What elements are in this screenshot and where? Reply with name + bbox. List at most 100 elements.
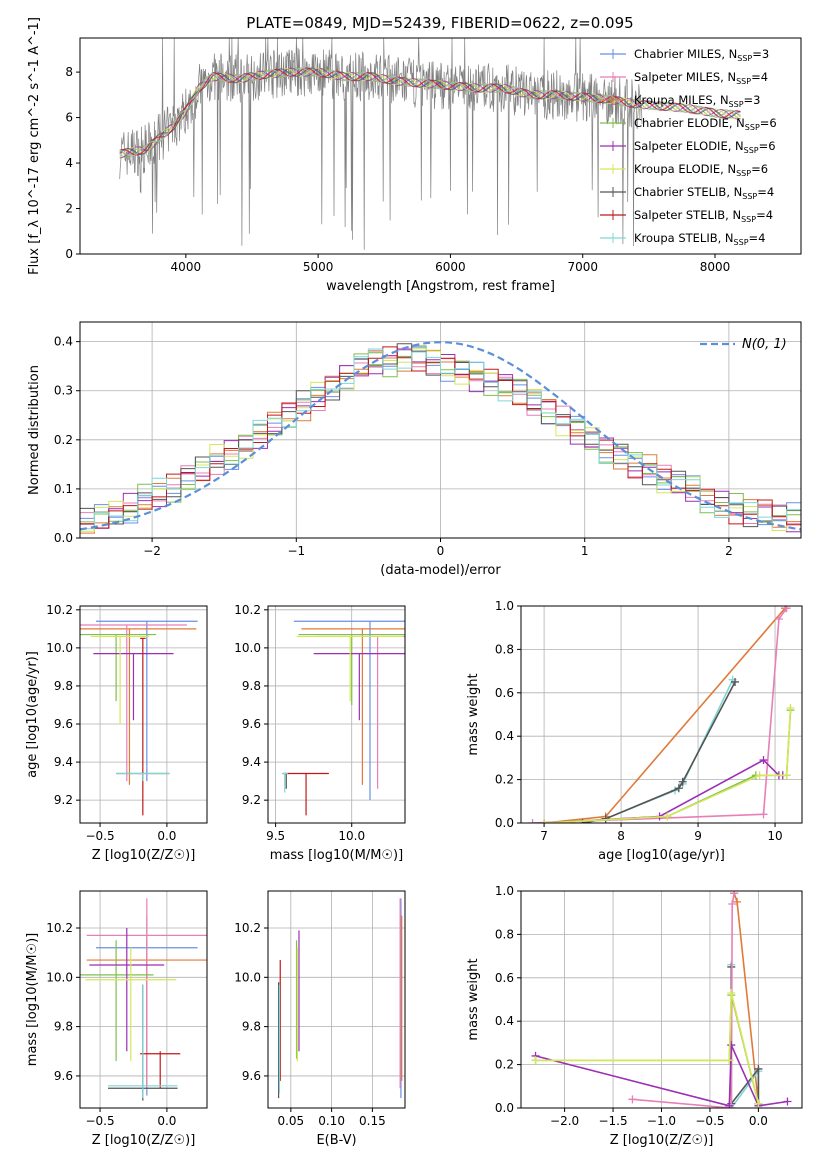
mass-weight-vs-age-ytick-label: 1.0 [495, 599, 514, 613]
spectrum-ytick-label: 2 [65, 202, 73, 216]
residual-legend-label: N(0, 1) [742, 337, 787, 352]
series-marker [754, 1064, 763, 1073]
series-marker [733, 897, 742, 906]
spectrum-ytick-label: 8 [65, 65, 73, 79]
residuals-xtick-label: 1 [581, 544, 589, 558]
data-point [96, 620, 198, 782]
residuals-panel: −2 −1 0 1 2 0.0 0.1 0.2 0.3 0.4 (data-model)/error… [27, 321, 802, 578]
series-line [733, 892, 760, 1104]
mass-vs-z-ytick-label: 9.8 [54, 1020, 73, 1034]
gaussian-reference-curve [80, 341, 801, 531]
series-line [632, 893, 735, 1108]
model-spectrum-line [119, 67, 741, 156]
data-point [80, 628, 197, 785]
mass-weight-vs-age-xtick-label: 8 [617, 829, 625, 843]
series-marker [727, 1041, 736, 1050]
series-marker [628, 1095, 637, 1104]
spectrum-xtick-label: 6000 [435, 260, 466, 274]
residuals-ytick-label: 0.2 [54, 433, 73, 447]
residuals-xtick-label: 0 [437, 544, 445, 558]
series-marker [755, 771, 764, 780]
spectrum-xlabel: wavelength [Angstrom, rest frame] [326, 279, 555, 294]
mass-weight-vs-z-xtick-label: −1.0 [647, 1114, 676, 1128]
series-marker [783, 1097, 792, 1106]
mass-weight-vs-z-ytick-label: 0.0 [495, 1101, 514, 1115]
mass-weight-vs-age-xtick-label: 7 [540, 829, 548, 843]
age-vs-z-ytick-label: 9.4 [54, 755, 73, 769]
series-marker [731, 677, 740, 686]
mass-vs-ebv-xlabel: E(B-V) [316, 1133, 356, 1148]
mass-weight-vs-age-panel: 7 8 9 10 0.0 0.2 0.4 0.6 0.8 1.0 age [log10(age/yr… [466, 599, 803, 863]
mass-weight-vs-age-ytick-label: 0.4 [495, 729, 514, 743]
mass-vs-ebv-xtick-label: 0.15 [359, 1114, 386, 1128]
observed-spectrum-line [119, 38, 643, 250]
mass-weight-vs-age-marks [528, 606, 795, 823]
spectrum-frame [79, 37, 802, 255]
age-vs-z-ytick-label: 10.2 [46, 603, 73, 617]
age-vs-z-frame [79, 605, 208, 824]
data-point [283, 772, 290, 789]
residuals-marks [80, 341, 801, 534]
series-marker [759, 756, 768, 765]
mass-weight-vs-age-ylabel: mass weight [466, 673, 481, 755]
mass-vs-z-xlabel: Z [log10(Z/Z☉)] [92, 1133, 196, 1148]
mass-vs-z-ylabel: mass [log10(M/M☉)] [25, 933, 40, 1066]
mass-vs-ebv-xtick-label: 0.05 [277, 1114, 304, 1128]
series-marker [730, 891, 739, 898]
mass-vs-z-ytick-label: 9.6 [54, 1069, 73, 1083]
series-line [582, 679, 734, 823]
series-line [532, 607, 788, 823]
series-marker [725, 1101, 734, 1108]
age-vs-mass-xtick-label: 9.5 [266, 829, 285, 843]
age-vs-z-ytick-label: 10.0 [46, 641, 73, 655]
age-vs-z-ytick-label: 9.6 [54, 717, 73, 731]
data-point [80, 624, 187, 782]
series-line [544, 607, 786, 823]
data-point [293, 620, 405, 801]
residuals-ytick-label: 0.3 [54, 384, 73, 398]
series-marker [531, 1056, 540, 1065]
data-point [85, 947, 177, 1062]
series-line [535, 992, 760, 1104]
mass-weight-vs-z-plot-area [521, 890, 802, 1109]
age-vs-z-xtick-label: −0.5 [85, 829, 114, 843]
data-point [108, 984, 178, 1099]
series-line [730, 967, 760, 1107]
mass-weight-vs-age-ytick-label: 0.8 [495, 642, 514, 656]
data-point [90, 635, 150, 725]
age-vs-mass-ytick-label: 9.8 [242, 679, 261, 693]
series-line [582, 681, 736, 823]
series-marker [727, 988, 736, 997]
mass-weight-vs-z-ytick-label: 0.2 [495, 1058, 514, 1072]
age-vs-mass-ytick-label: 10.2 [234, 603, 261, 617]
mass-vs-ebv-ytick-label: 10.2 [234, 921, 261, 935]
spectrum-ytick-label: 0 [65, 247, 73, 261]
legend-entry-label: Salpeter MILES, NSSP=4 [634, 70, 768, 86]
residuals-ytick-label: 0.0 [54, 531, 73, 545]
age-vs-z-xtick-label: 0.0 [157, 829, 176, 843]
legend-entry-label: Salpeter STELIB, NSSP=4 [634, 208, 773, 224]
series-marker [754, 1099, 763, 1108]
mass-weight-vs-age-xlabel: age [log10(age/yr)] [598, 848, 725, 863]
series-marker [786, 703, 795, 712]
mass-weight-vs-age-ytick-label: 0.6 [495, 686, 514, 700]
series-line [544, 759, 783, 823]
spectrum-ytick-label: 6 [65, 111, 73, 125]
mass-vs-ebv-ytick-label: 9.8 [242, 1020, 261, 1034]
mass-vs-ebv-ytick-label: 10.0 [234, 970, 261, 984]
mass-vs-ebv-ytick-label: 9.6 [242, 1069, 261, 1083]
residual-histogram [80, 343, 801, 528]
mass-vs-z-panel: −0.5 0.0 9.6 9.8 10.0 10.2 Z [log10(Z/Z☉)] mass… [25, 890, 208, 1148]
data-point [283, 772, 329, 816]
legend-entry-label: Chabrier STELIB, NSSP=4 [634, 185, 774, 201]
series-marker [663, 812, 672, 821]
residuals-ytick-label: 0.4 [54, 335, 73, 349]
mass-weight-vs-z-xtick-label: −0.5 [695, 1114, 724, 1128]
figure-title: PLATE=0849, MJD=52439, FIBERID=0622, z=0… [246, 14, 633, 32]
mass-weight-vs-z-xtick-label: −2.0 [550, 1114, 579, 1128]
spectrum-xtick-label: 4000 [171, 260, 202, 274]
legend-entry-label: Chabrier ELODIE, NSSP=6 [634, 116, 777, 132]
mass-weight-vs-z-marks [531, 891, 792, 1108]
mass-weight-vs-z-xtick-label: 0.0 [749, 1114, 768, 1128]
